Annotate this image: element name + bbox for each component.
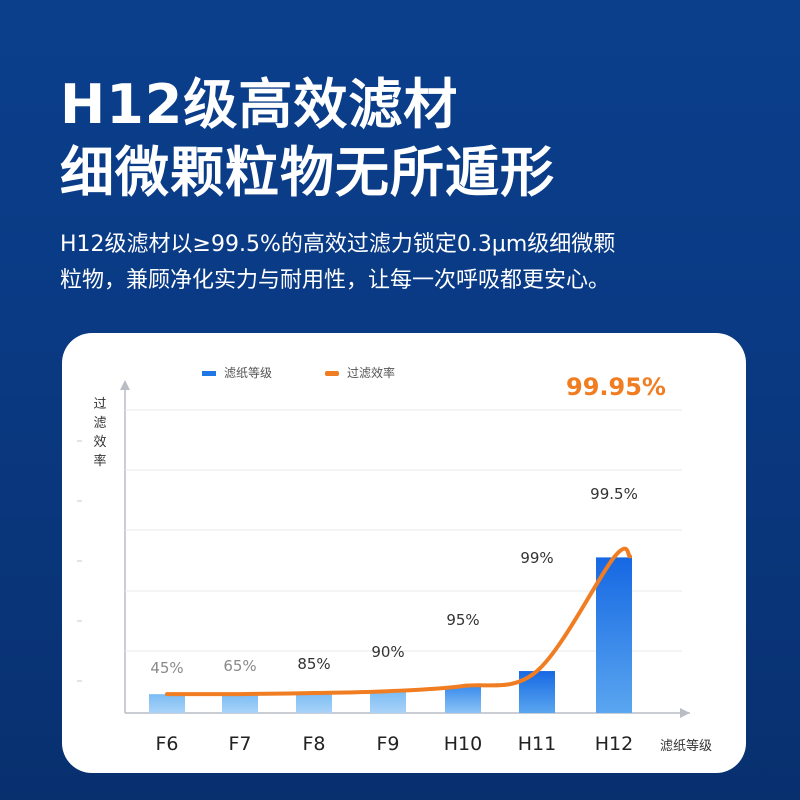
data-label: 99.5% <box>590 485 638 503</box>
x-tick-label: H10 <box>444 733 482 755</box>
highlight-data-label: 99.95% <box>566 373 666 401</box>
data-label: 65% <box>223 657 256 675</box>
efficiency-curve <box>165 546 632 697</box>
bar-f7 <box>222 694 258 713</box>
data-label: 99% <box>520 549 553 567</box>
legend-label-line: 过滤效率 <box>347 365 395 380</box>
x-tick-label: F7 <box>228 733 251 755</box>
data-label: 90% <box>371 643 404 661</box>
legend-swatch-line <box>325 371 339 376</box>
y-axis-arrow <box>120 380 130 390</box>
y-axis-label-char: 过 <box>93 397 106 412</box>
legend-label-bar: 滤纸等级 <box>224 366 272 380</box>
x-tick-label: H12 <box>595 733 633 755</box>
headline-line-1: H12级高效滤材 <box>60 73 459 136</box>
data-label: 45% <box>150 659 183 677</box>
y-axis-label-char: 效 <box>93 435 106 450</box>
x-tick-label: F9 <box>376 733 399 755</box>
bar-f8 <box>296 693 332 713</box>
y-axis-label-char: 滤 <box>93 416 106 431</box>
headline-line-2: 细微颗粒物无所遁形 <box>60 141 555 204</box>
bar-f6 <box>149 694 185 713</box>
bar-f9 <box>370 691 406 713</box>
description-line-2: 粒物，兼顾净化实力与耐用性，让每一次呼吸都更安心。 <box>60 268 611 293</box>
x-tick-label: F6 <box>155 733 178 755</box>
data-label: 95% <box>446 611 479 629</box>
x-tick-label: H11 <box>518 733 556 755</box>
bar-h10 <box>445 685 481 713</box>
legend-swatch-bar <box>202 371 216 376</box>
x-axis-arrow <box>680 708 690 718</box>
chart-card: 过滤效率滤纸等级 滤纸等级 过滤效率 F6 F7 F8 F9 H10 H11 H12 45% 65% 8… <box>62 333 746 773</box>
description-line-1: H12级滤材以≥99.5%的高效过滤力锁定0.3μm级细微颗 <box>60 232 616 257</box>
data-label: 85% <box>297 655 330 673</box>
y-axis-label-char: 率 <box>93 453 106 469</box>
bar-h12 <box>596 557 632 713</box>
x-tick-label: F8 <box>302 733 325 755</box>
x-axis-label: 滤纸等级 <box>660 738 712 754</box>
